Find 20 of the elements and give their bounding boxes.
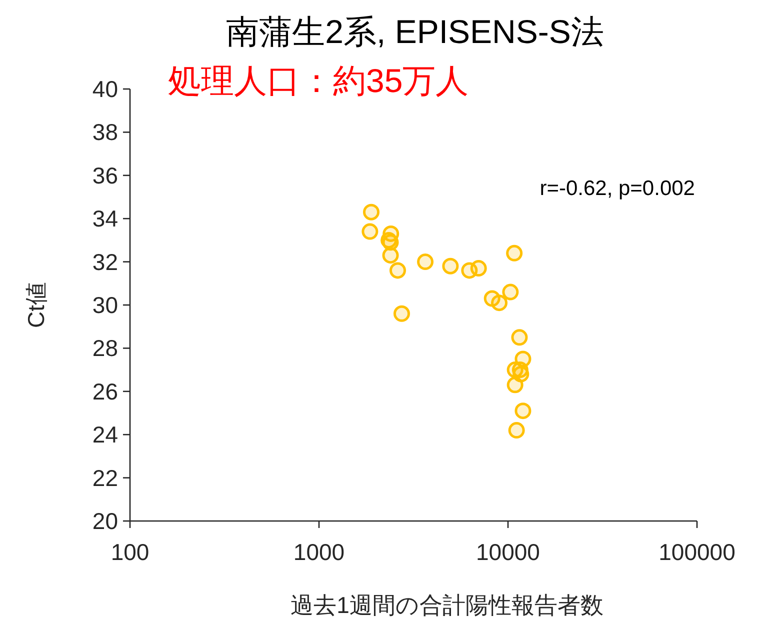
y-tick-label: 22 [92, 464, 118, 491]
x-tick-label: 100000 [658, 539, 736, 565]
x-tick-label: 1000 [293, 539, 345, 565]
y-tick-label: 20 [92, 508, 118, 534]
x-tick-label: 100 [110, 539, 150, 565]
y-tick-label: 38 [92, 119, 118, 146]
y-tick-label: 26 [92, 378, 118, 404]
y-tick-label: 30 [92, 292, 118, 318]
chart-title: 南蒲生2系, EPISENS-S法 [226, 13, 604, 50]
y-tick-label: 36 [92, 162, 118, 188]
annotation: r=-0.62, p=0.002 [540, 177, 695, 200]
x-tick-label: 10000 [476, 539, 540, 565]
chart-subtitle: 処理人口：約35万人 [168, 62, 469, 99]
y-axis-title: Ct値 [23, 282, 49, 328]
y-tick-label: 40 [92, 76, 118, 102]
x-axis-title: 過去1週間の合計陽性報告者数 [290, 592, 604, 618]
y-tick-label: 28 [92, 335, 118, 362]
y-tick-label: 34 [92, 206, 118, 232]
y-tick-label: 32 [92, 248, 118, 275]
y-tick-label: 24 [92, 422, 118, 448]
